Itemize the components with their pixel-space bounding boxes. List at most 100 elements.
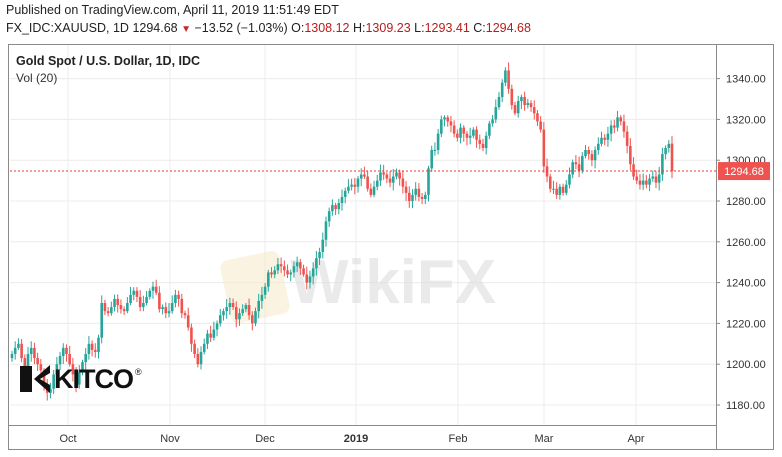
candle-body xyxy=(327,211,331,222)
candle-body xyxy=(440,119,443,134)
candle-body xyxy=(260,294,264,301)
candle-body xyxy=(597,143,600,150)
candle-body xyxy=(379,172,382,181)
candle-body xyxy=(311,268,315,277)
candle-body xyxy=(561,186,565,193)
candle-body xyxy=(580,156,584,171)
candle-body xyxy=(308,276,312,283)
candle-body xyxy=(138,296,142,308)
candle-body xyxy=(334,205,337,210)
candle-body xyxy=(587,150,590,155)
candle-body xyxy=(353,184,357,187)
candle-body xyxy=(407,192,411,201)
candle-body xyxy=(228,303,232,308)
candle-body xyxy=(401,178,405,187)
candle-body xyxy=(68,354,71,365)
last-price-tag-label: 1294.68 xyxy=(724,166,764,178)
candle-body xyxy=(148,290,152,297)
candle-body xyxy=(276,264,280,271)
candle-body xyxy=(571,162,574,175)
candle-body xyxy=(648,178,651,185)
close-label: C: xyxy=(473,21,486,35)
volume-indicator-label[interactable]: Vol (20) xyxy=(16,71,58,85)
candle-body xyxy=(629,145,632,165)
candle-body xyxy=(289,272,293,275)
candle-body xyxy=(116,298,120,306)
candle-body xyxy=(145,296,148,303)
candle-body xyxy=(206,333,209,344)
candle-body xyxy=(510,88,514,106)
candle-body xyxy=(446,117,450,122)
candle-body xyxy=(388,178,392,183)
candle-body xyxy=(532,107,536,114)
candle-body xyxy=(209,333,212,338)
candle-body xyxy=(641,180,645,185)
candle-body xyxy=(135,290,139,297)
y-tick-label: 1240.00 xyxy=(726,278,766,290)
candle-body xyxy=(244,305,248,310)
high-value: 1309.23 xyxy=(365,21,411,35)
watermark-logo-shape xyxy=(220,250,290,324)
candle-body xyxy=(654,176,658,183)
candle-body xyxy=(632,164,635,177)
candle-body xyxy=(90,343,94,350)
candle-body xyxy=(39,364,43,371)
candle-body xyxy=(398,172,401,179)
candle-body xyxy=(49,388,52,393)
candle-body xyxy=(110,307,113,314)
candle-body xyxy=(161,307,164,310)
published-caption: Published on TradingView.com, April 11, … xyxy=(6,3,339,17)
high-label: H: xyxy=(352,21,366,35)
candle-body xyxy=(273,270,277,275)
candle-body xyxy=(238,313,241,320)
candle-body xyxy=(590,154,594,161)
candle-body xyxy=(267,272,270,287)
candle-body xyxy=(404,186,408,193)
candle-body xyxy=(52,374,55,389)
candle-body xyxy=(231,303,235,308)
candle-body xyxy=(13,347,17,354)
watermark-layer: WikiFX xyxy=(220,248,496,324)
candle-body xyxy=(71,364,75,375)
candle-body xyxy=(520,96,523,102)
last-price: 1294.68 xyxy=(132,21,178,35)
candle-body xyxy=(616,117,619,128)
candle-body xyxy=(212,329,216,338)
candle-body xyxy=(331,205,334,212)
candle-body xyxy=(555,188,558,195)
candle-body xyxy=(87,343,91,354)
candle-body xyxy=(350,184,353,187)
candle-body xyxy=(606,133,610,140)
candle-body xyxy=(183,313,187,316)
y-tick-label: 1340.00 xyxy=(726,74,766,86)
candle-body xyxy=(186,315,190,328)
candle-body xyxy=(542,129,546,167)
candle-body xyxy=(55,364,59,375)
candle-body xyxy=(10,354,14,359)
y-axis-labels: 1180.00 1200.00 1220.00 1240.00 1260.00 1280.… xyxy=(716,74,766,412)
candle-body xyxy=(558,186,562,195)
candle-body xyxy=(126,303,129,312)
x-axis-labels: Oct Nov Dec 2019 Feb Mar Apr xyxy=(59,433,644,445)
candle-body xyxy=(375,180,379,187)
candle-body xyxy=(593,150,597,161)
candle-body xyxy=(491,119,494,124)
candle-body xyxy=(564,184,568,193)
candle-body xyxy=(504,70,507,83)
candle-body xyxy=(315,258,318,269)
x-tick-label: Feb xyxy=(449,433,468,445)
candle-body xyxy=(548,176,552,189)
candle-body xyxy=(372,186,376,195)
candle-body xyxy=(17,343,20,348)
kitco-wordmark: KITCO xyxy=(54,363,134,394)
low-value: 1293.41 xyxy=(424,21,470,35)
candle-body xyxy=(61,347,65,357)
kitco-mark-icon xyxy=(20,365,50,393)
candle-body xyxy=(529,103,533,108)
candle-body xyxy=(58,356,62,365)
candle-body xyxy=(539,121,542,130)
candle-body xyxy=(158,292,161,310)
symbol-quote-line: FX_IDC:XAUUSD, 1D 1294.68 ▼ −13.52 (−1.0… xyxy=(6,21,531,35)
candle-body xyxy=(613,125,616,128)
